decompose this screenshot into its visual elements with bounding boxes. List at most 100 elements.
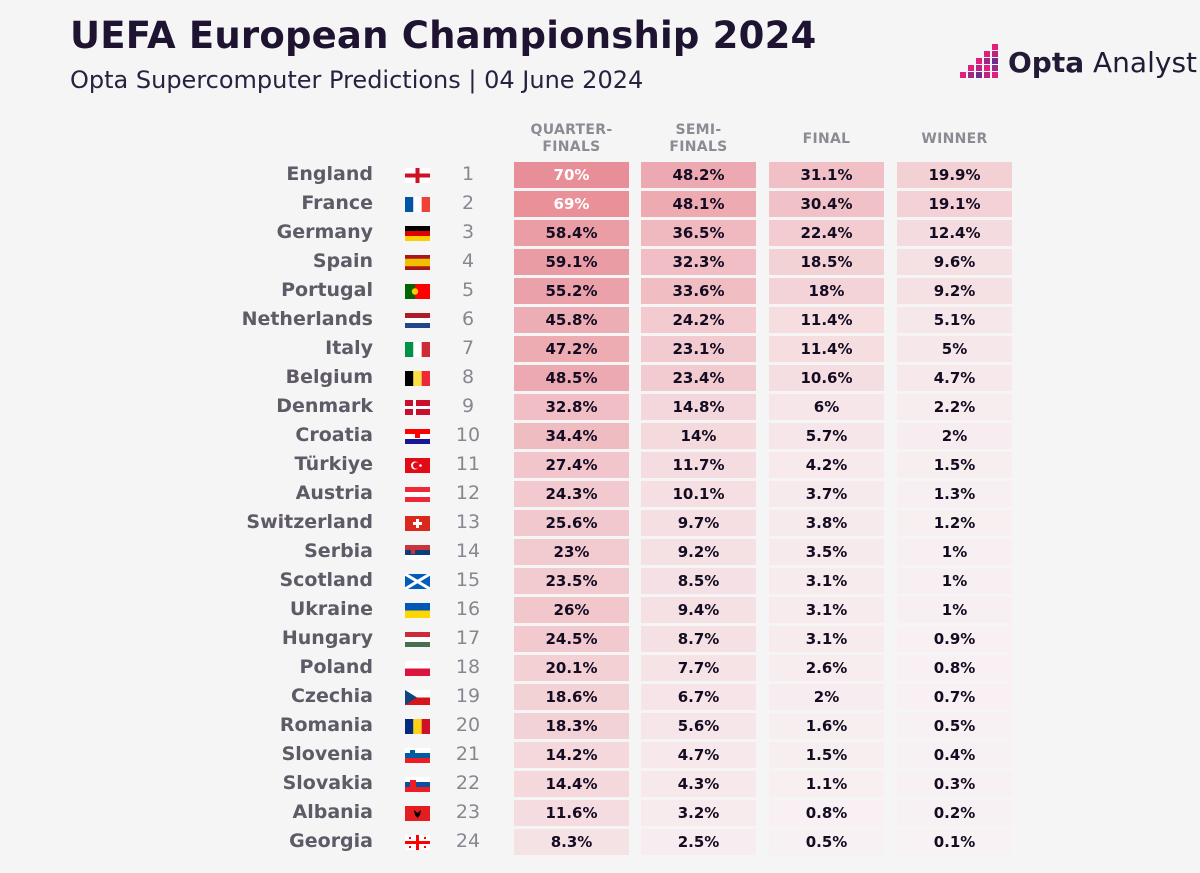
probability-cell: 1% <box>897 539 1012 565</box>
probability-cell: 8.7% <box>641 626 756 652</box>
germany-flag-icon <box>405 226 430 241</box>
probability-cell: 0.5% <box>769 829 884 855</box>
table-row: Serbia 14 23% 9.2% 3.5% 1% <box>0 539 1200 565</box>
probability-cell: 69% <box>514 191 629 217</box>
table-row: Türkiye 11 27.4% 11.7% 4.2% 1.5% <box>0 452 1200 478</box>
opta-analyst-logo: Opta Analyst <box>958 40 1197 88</box>
probability-cell: 23.4% <box>641 365 756 391</box>
probability-cell: 18.3% <box>514 713 629 739</box>
team-name: Ukraine <box>289 598 373 620</box>
team-name: Czechia <box>290 685 373 707</box>
probability-cell: 14.4% <box>514 771 629 797</box>
probability-cell: 0.2% <box>897 800 1012 826</box>
probability-cell: 23.5% <box>514 568 629 594</box>
georgia-flag-icon <box>405 835 430 850</box>
probability-cell: 48.2% <box>641 162 756 188</box>
team-rank: 16 <box>455 598 481 620</box>
probability-cell: 4.2% <box>769 452 884 478</box>
probability-cell: 18% <box>769 278 884 304</box>
team-rank: 7 <box>461 337 475 359</box>
denmark-flag-icon <box>405 400 430 415</box>
netherlands-flag-icon <box>405 313 430 328</box>
france-flag-icon <box>405 197 430 212</box>
team-rank: 2 <box>461 192 475 214</box>
romania-flag-icon <box>405 719 430 734</box>
probability-cell: 1% <box>897 597 1012 623</box>
czechia-flag-icon <box>405 690 430 705</box>
team-name: Portugal <box>281 279 373 301</box>
probability-cell: 3.2% <box>641 800 756 826</box>
probability-cell: 3.8% <box>769 510 884 536</box>
probability-cell: 58.4% <box>514 220 629 246</box>
probability-cell: 4.3% <box>641 771 756 797</box>
table-row: Portugal 5 55.2% 33.6% 18% 9.2% <box>0 278 1200 304</box>
team-name: England <box>286 163 373 185</box>
probability-cell: 59.1% <box>514 249 629 275</box>
probability-cell: 3.1% <box>769 597 884 623</box>
probability-cell: 5.1% <box>897 307 1012 333</box>
team-name: Switzerland <box>246 511 373 533</box>
table-row: Netherlands 6 45.8% 24.2% 11.4% 5.1% <box>0 307 1200 333</box>
team-rank: 5 <box>461 279 475 301</box>
team-name: Belgium <box>285 366 373 388</box>
team-name: Denmark <box>276 395 373 417</box>
probability-cell: 0.9% <box>897 626 1012 652</box>
team-rank: 10 <box>455 424 481 446</box>
probability-cell: 11.6% <box>514 800 629 826</box>
column-header: SEMI- FINALS <box>669 122 728 155</box>
probability-cell: 4.7% <box>897 365 1012 391</box>
probability-cell: 0.5% <box>897 713 1012 739</box>
austria-flag-icon <box>405 487 430 502</box>
table-row: Czechia 19 18.6% 6.7% 2% 0.7% <box>0 684 1200 710</box>
probability-cell: 48.5% <box>514 365 629 391</box>
team-name: Türkiye <box>294 453 373 475</box>
probability-cell: 1.2% <box>897 510 1012 536</box>
probability-cell: 1.3% <box>897 481 1012 507</box>
probability-cell: 1% <box>897 568 1012 594</box>
probability-cell: 20.1% <box>514 655 629 681</box>
team-rank: 11 <box>455 453 481 475</box>
team-rank: 19 <box>455 685 481 707</box>
probability-cell: 6.7% <box>641 684 756 710</box>
probability-cell: 9.6% <box>897 249 1012 275</box>
probability-cell: 3.5% <box>769 539 884 565</box>
team-name: Romania <box>279 714 373 736</box>
logo-brand: Opta <box>1008 46 1085 79</box>
probability-cell: 0.7% <box>897 684 1012 710</box>
table-row: Hungary 17 24.5% 8.7% 3.1% 0.9% <box>0 626 1200 652</box>
probability-cell: 2.5% <box>641 829 756 855</box>
belgium-flag-icon <box>405 371 430 386</box>
probability-cell: 14% <box>641 423 756 449</box>
probability-cell: 24.3% <box>514 481 629 507</box>
team-name: Austria <box>295 482 373 504</box>
probability-cell: 1.1% <box>769 771 884 797</box>
team-rank: 18 <box>455 656 481 678</box>
table-row: Scotland 15 23.5% 8.5% 3.1% 1% <box>0 568 1200 594</box>
table-row: Switzerland 13 25.6% 9.7% 3.8% 1.2% <box>0 510 1200 536</box>
table-row: Croatia 10 34.4% 14% 5.7% 2% <box>0 423 1200 449</box>
probability-cell: 22.4% <box>769 220 884 246</box>
table-row: Germany 3 58.4% 36.5% 22.4% 12.4% <box>0 220 1200 246</box>
probability-cell: 32.3% <box>641 249 756 275</box>
probability-cell: 8.3% <box>514 829 629 855</box>
probability-cell: 10.1% <box>641 481 756 507</box>
team-name: Scotland <box>279 569 373 591</box>
opta-logo-icon <box>960 44 998 78</box>
team-rank: 1 <box>461 163 475 185</box>
team-name: Netherlands <box>241 308 373 330</box>
probability-cell: 9.7% <box>641 510 756 536</box>
probability-cell: 8.5% <box>641 568 756 594</box>
probability-cell: 3.1% <box>769 568 884 594</box>
probability-cell: 18.5% <box>769 249 884 275</box>
team-name: Albania <box>292 801 374 823</box>
probability-cell: 24.2% <box>641 307 756 333</box>
probability-cell: 1.5% <box>897 452 1012 478</box>
slovenia-flag-icon <box>405 748 430 763</box>
poland-flag-icon <box>405 661 430 676</box>
probability-cell: 32.8% <box>514 394 629 420</box>
turkiye-flag-icon <box>405 458 430 473</box>
team-rank: 22 <box>455 772 481 794</box>
italy-flag-icon <box>405 342 430 357</box>
probability-cell: 10.6% <box>769 365 884 391</box>
team-rank: 14 <box>455 540 481 562</box>
